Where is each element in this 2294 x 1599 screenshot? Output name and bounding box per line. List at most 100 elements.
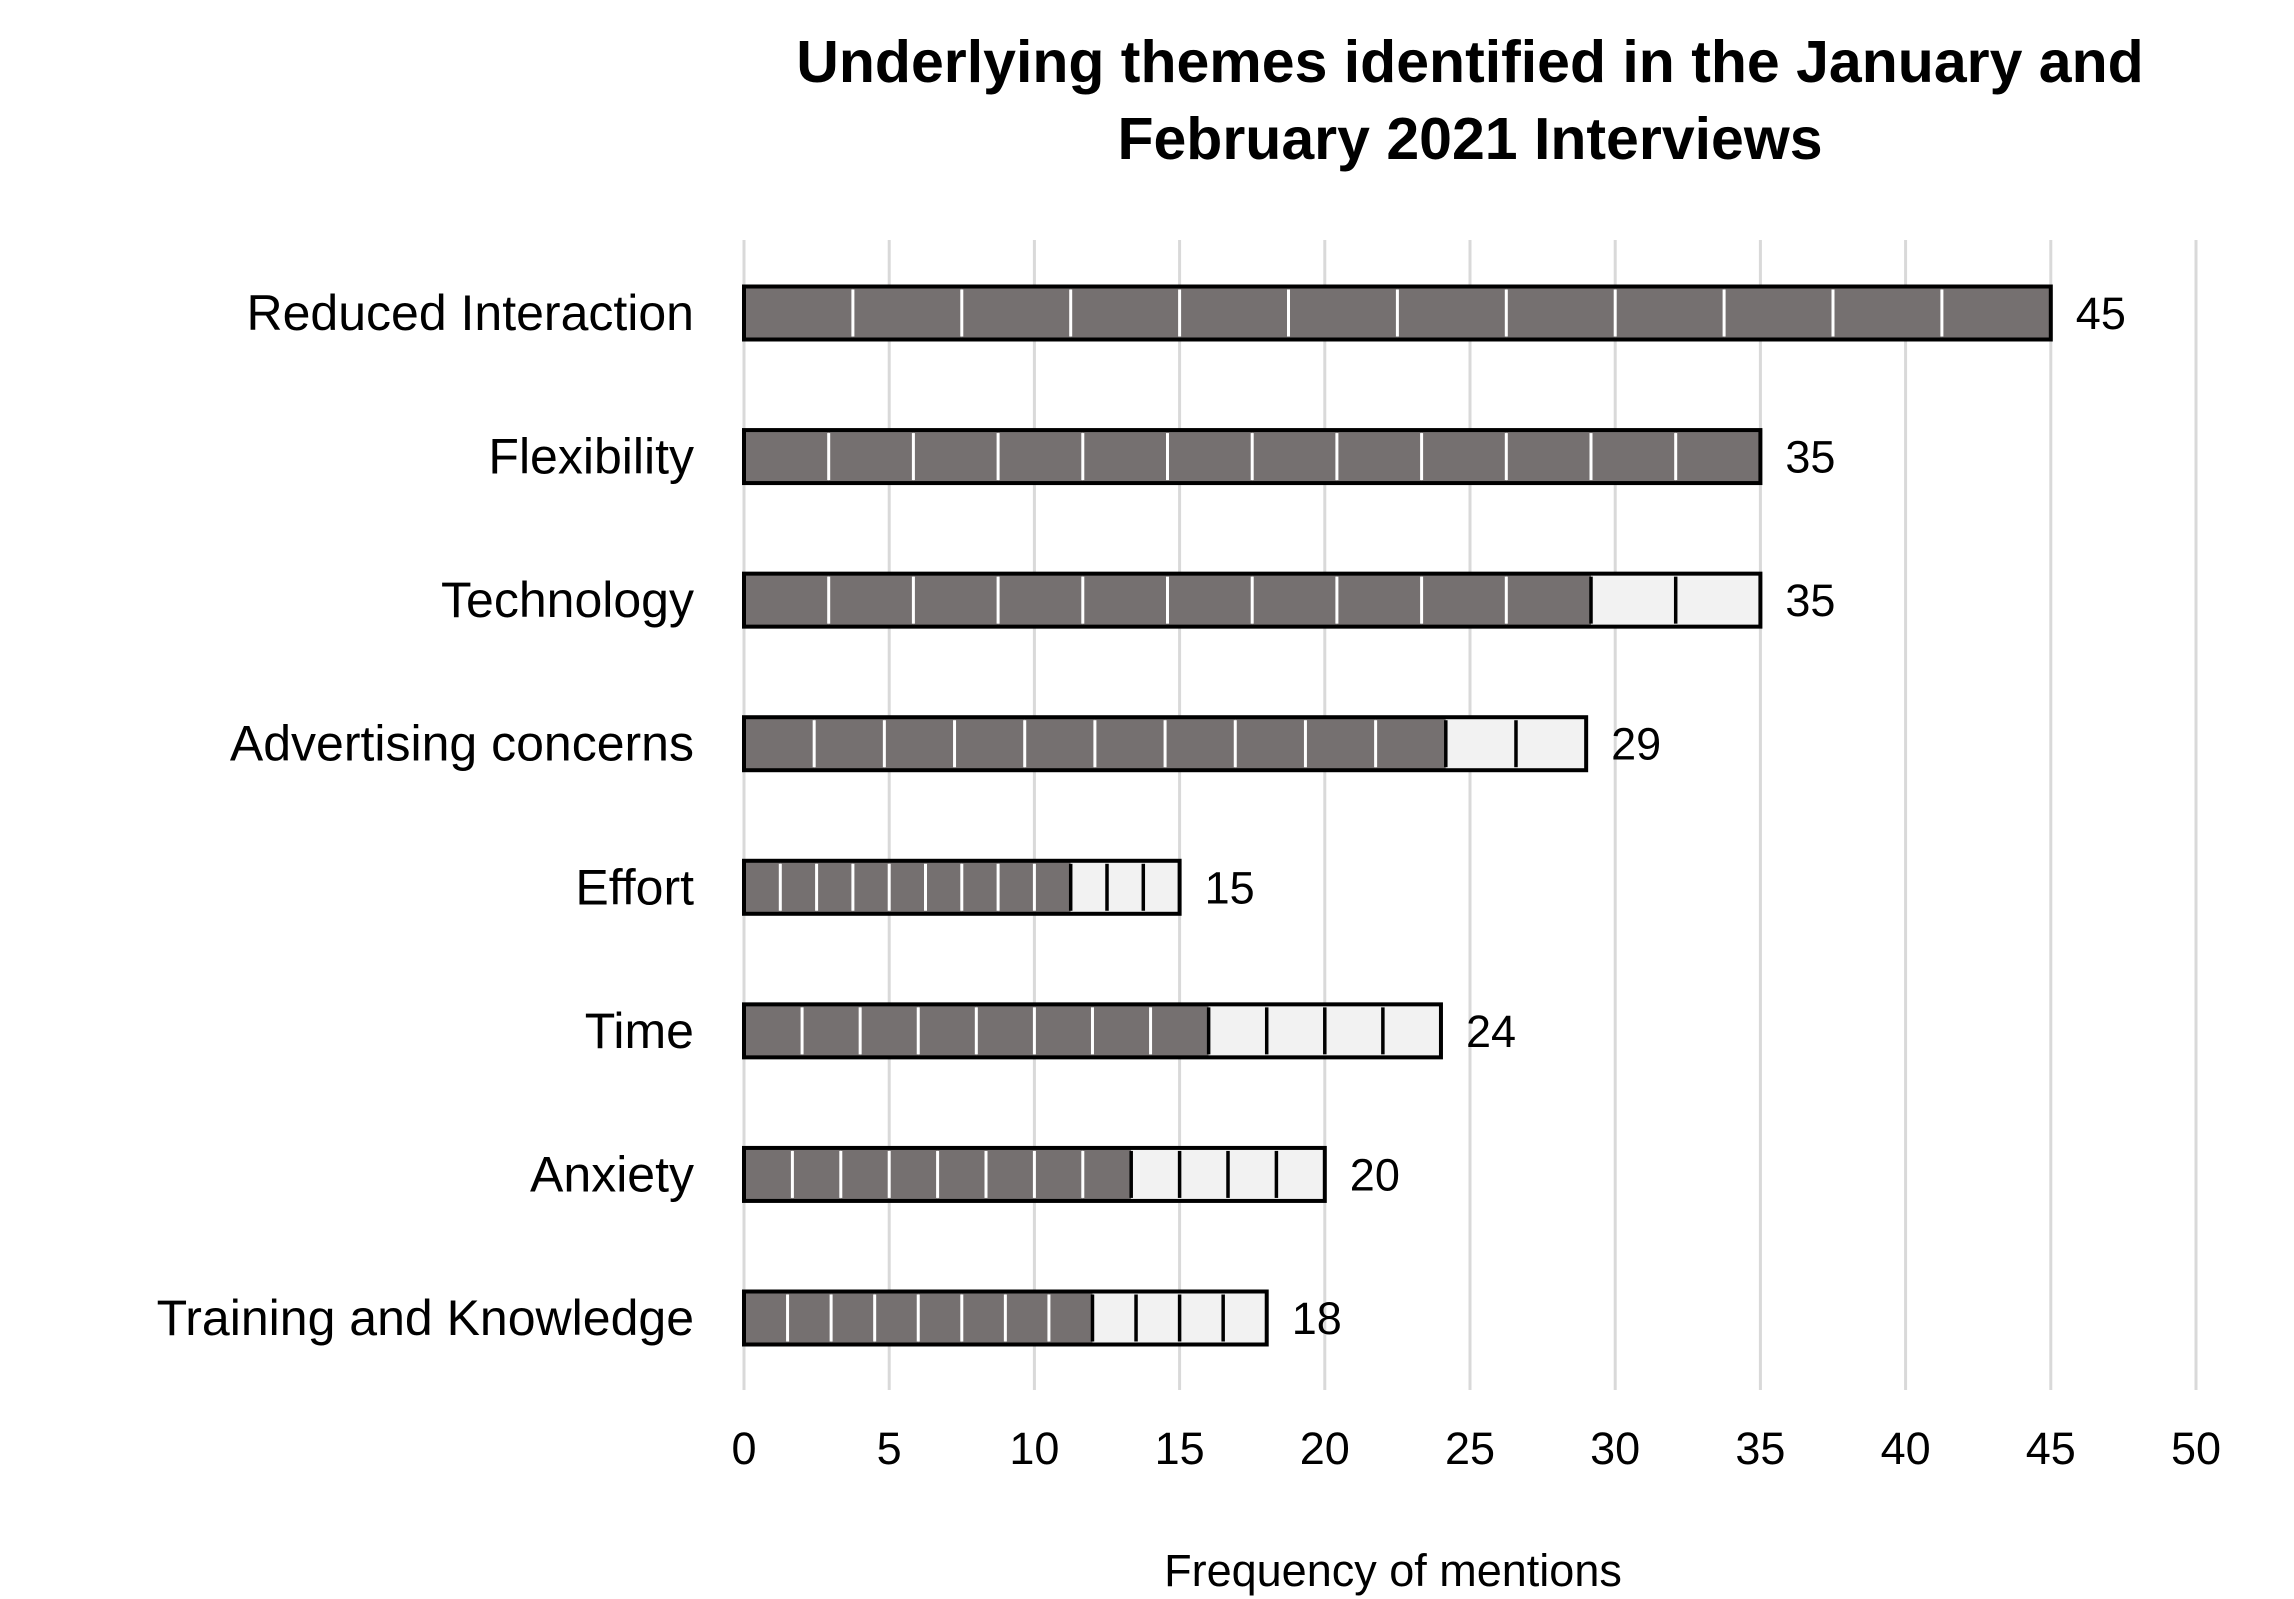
- bars: 45 35 35 29 15 24 20 18: [742, 284, 2126, 1347]
- bar-segment-dark: [889, 860, 926, 914]
- bar-segment-light: [1276, 1147, 1325, 1201]
- bar-segment-dark: [889, 1147, 938, 1201]
- x-tick-label: 10: [1009, 1423, 1059, 1474]
- bar-segment-dark: [1305, 717, 1376, 771]
- bar-time: 24: [742, 1002, 1516, 1060]
- bar-segment-dark: [1165, 717, 1236, 771]
- category-label: Training and Knowledge: [157, 1290, 694, 1346]
- bar-segment-dark: [884, 717, 955, 771]
- bar-segment-light: [1092, 1291, 1137, 1345]
- bar-outline: [742, 715, 1589, 773]
- bar-segment-dark: [744, 860, 781, 914]
- data-label: 35: [1785, 432, 1835, 483]
- bar-segment-dark: [1167, 573, 1253, 627]
- bar-segment-dark: [860, 1004, 919, 1058]
- category-labels: Reduced Interaction Flexibility Technology…: [157, 285, 695, 1346]
- category-label: Flexibility: [488, 429, 694, 485]
- bar-segment-dark: [1092, 1004, 1151, 1058]
- bar-segment-dark: [780, 860, 817, 914]
- bar-segment-dark: [1034, 860, 1071, 914]
- bar-segment-light: [1228, 1147, 1277, 1201]
- bar-segment-dark: [1375, 717, 1446, 771]
- bar-segment-light: [1143, 860, 1180, 914]
- bar-advertising-concerns: 29: [742, 715, 1661, 773]
- bar-segment-dark: [852, 860, 890, 914]
- bar-segment-dark: [1150, 1004, 1209, 1058]
- bar-segment-dark: [1675, 430, 1761, 484]
- bar-segment-dark: [918, 1004, 977, 1058]
- bar-segment-dark: [961, 1291, 1006, 1345]
- bar-outline: [742, 1145, 1327, 1203]
- bar-segment-light: [1445, 717, 1516, 771]
- bar-segment-light: [1070, 860, 1107, 914]
- x-tick-label: 20: [1300, 1423, 1350, 1474]
- bar-reduced-interaction: 45: [742, 284, 2126, 342]
- bar-segment-light: [1179, 1291, 1224, 1345]
- bar-segment-dark: [918, 1291, 962, 1345]
- bar-segment-dark: [792, 1147, 841, 1201]
- bar-segment-dark: [828, 430, 914, 484]
- bar-segment-dark: [976, 1004, 1035, 1058]
- x-tick-labels: 0 5 10 15 20 25 30 35 40 45 50: [731, 1423, 2221, 1474]
- bar-segment-dark: [1336, 430, 1422, 484]
- chart-title-line-2: February 2021 Interviews: [1117, 106, 1822, 172]
- bar-segment-dark: [816, 860, 853, 914]
- bar-segment-dark: [1252, 573, 1337, 627]
- bar-segment-dark: [961, 860, 999, 914]
- bar-segment-light: [1324, 1004, 1383, 1058]
- bar-segment-dark: [1506, 573, 1591, 627]
- bar-segment-dark: [1336, 573, 1422, 627]
- bar-segment-dark: [1506, 286, 1616, 340]
- bar-segment-dark: [1034, 1004, 1093, 1058]
- bar-segment-dark: [1591, 430, 1676, 484]
- bar-segment-dark: [1005, 1291, 1049, 1345]
- data-label: 35: [1785, 575, 1835, 626]
- bar-segment-dark: [986, 1147, 1035, 1201]
- bar-segment-dark: [744, 573, 829, 627]
- x-tick-label: 50: [2171, 1423, 2221, 1474]
- bar-segment-dark: [1082, 1147, 1132, 1201]
- bar-segment-dark: [831, 1291, 875, 1345]
- bar-segment-dark: [1179, 286, 1289, 340]
- bar-segment-dark: [998, 860, 1035, 914]
- bar-outline: [742, 428, 1763, 486]
- data-label: 18: [1292, 1293, 1342, 1344]
- bar-segment-dark: [874, 1291, 919, 1345]
- data-label: 45: [2076, 288, 2126, 339]
- bar-segment-dark: [744, 430, 829, 484]
- bar-segment-dark: [1833, 286, 1942, 340]
- data-label: 20: [1350, 1149, 1400, 1200]
- bar-segment-dark: [998, 430, 1083, 484]
- bar-segment-dark: [925, 860, 962, 914]
- bar-segment-dark: [1235, 717, 1306, 771]
- bar-segment-dark: [1070, 286, 1180, 340]
- bar-segment-dark: [1288, 286, 1398, 340]
- bar-outline: [742, 571, 1763, 629]
- bar-outline: [742, 858, 1182, 916]
- bar-segment-dark: [913, 430, 999, 484]
- data-label: 15: [1205, 862, 1255, 913]
- bar-segment-dark: [1082, 573, 1168, 627]
- bar-effort: 15: [742, 858, 1255, 916]
- x-tick-label: 40: [1881, 1423, 1931, 1474]
- bar-segment-dark: [1024, 717, 1095, 771]
- category-label: Advertising concerns: [230, 716, 694, 772]
- bar-segment-dark: [937, 1147, 986, 1201]
- x-tick-label: 25: [1445, 1423, 1495, 1474]
- bar-segment-dark: [744, 1004, 803, 1058]
- x-tick-label: 45: [2026, 1423, 2076, 1474]
- bar-segment-dark: [787, 1291, 832, 1345]
- bar-segment-dark: [840, 1147, 890, 1201]
- bar-segment-dark: [1397, 286, 1507, 340]
- bar-segment-dark: [1082, 430, 1168, 484]
- category-label: Technology: [441, 572, 694, 628]
- bar-segment-dark: [744, 717, 815, 771]
- bar-segment-dark: [913, 573, 999, 627]
- bar-segment-light: [1675, 573, 1761, 627]
- bar-segment-dark: [1724, 286, 1833, 340]
- category-label: Effort: [575, 859, 694, 915]
- bar-segment-dark: [1421, 430, 1507, 484]
- bar-outline: [742, 284, 2053, 342]
- bar-segment-dark: [1941, 286, 2051, 340]
